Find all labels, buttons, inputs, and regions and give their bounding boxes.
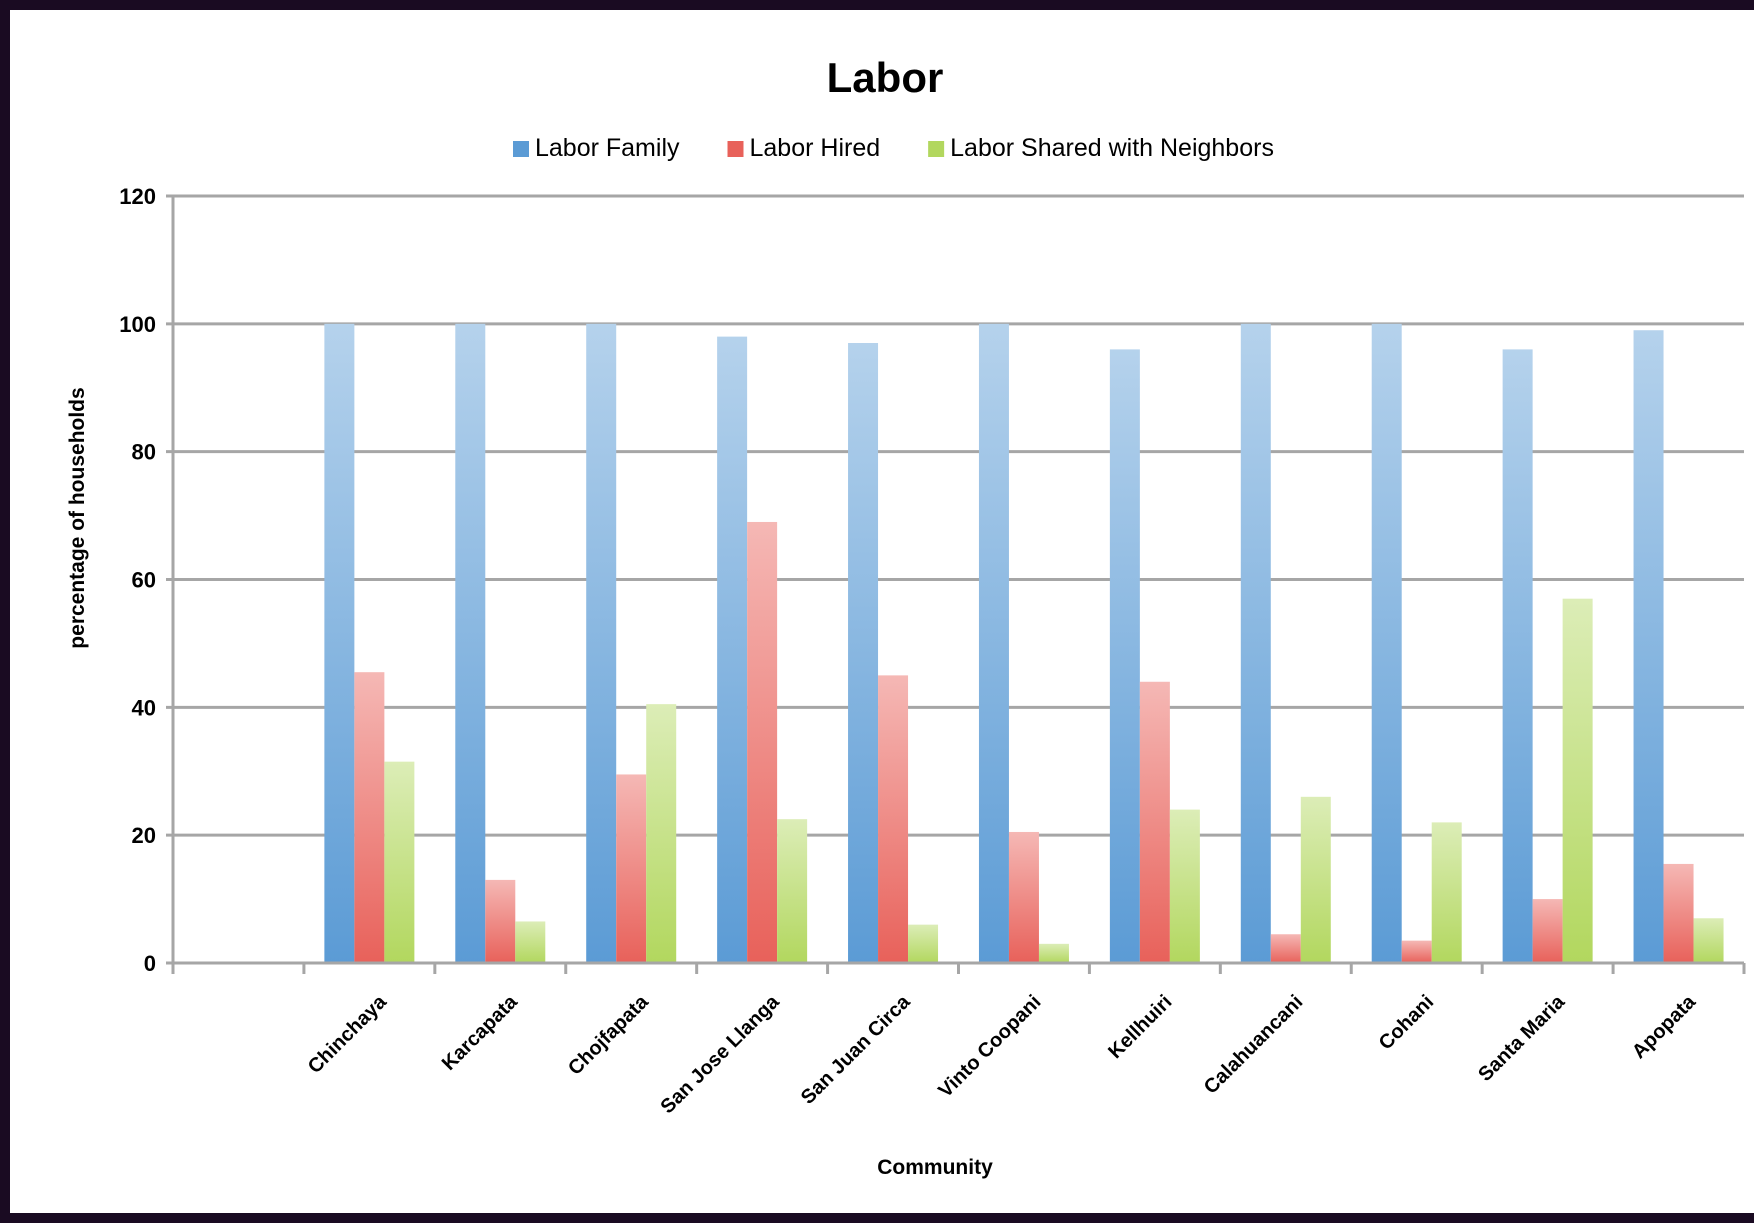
y-tick-label-100: 100 [119,312,156,337]
bar-labor-family-san-jose-llanga [717,336,748,963]
chart-title: Labor [827,54,944,101]
bar-labor-family-cohani [1371,323,1402,963]
legend-swatch-labor-hired [727,141,744,157]
y-tick-label-20: 20 [132,823,156,848]
bar-labor-family-karcapata [455,323,486,963]
legend-label-labor-shared-with-neighbors: Labor Shared with Neighbors [950,134,1274,162]
x-axis-title: Community [877,1156,993,1179]
bar-labor-family-vinto-coopani [978,323,1009,963]
bar-labor-shared-with-neighbors-chojfapata [646,704,677,963]
bar-labor-hired-san-juan-circa [878,675,909,963]
bar-labor-family-chinchaya [324,323,355,963]
bar-labor-hired-karcapata [485,879,516,963]
bar-labor-hired-chinchaya [354,672,385,963]
x-tick-label-san-juan-circa: San Juan Circa [797,990,915,1108]
bar-labor-shared-with-neighbors-vinto-coopani [1038,943,1069,963]
y-tick-label-60: 60 [132,568,156,593]
bar-labor-hired-santa-maria [1532,899,1563,963]
bar-labor-family-apopata [1633,330,1664,964]
x-tick-label-vinto-coopani: Vinto Coopani [934,991,1045,1102]
y-tick-label-0: 0 [144,951,156,976]
bar-labor-shared-with-neighbors-san-jose-llanga [777,819,808,963]
y-tick-label-80: 80 [132,440,156,465]
bar-labor-shared-with-neighbors-calahuancani [1300,796,1331,963]
bar-labor-shared-with-neighbors-kellhuiri [1169,809,1200,963]
x-tick-label-san-jose-llanga: San Jose Llanga [656,990,784,1118]
y-tick-label-120: 120 [119,184,156,209]
bar-labor-hired-chojfapata [616,774,647,963]
bar-labor-shared-with-neighbors-apopata [1693,918,1724,963]
x-tick-label-chojfapata: Chojfapata [564,990,653,1079]
chart-frame: 0 20 40 60 80 100 120 Chinchaya Karcapata Chojfap… [10,10,1754,1213]
bar-labor-hired-kellhuiri [1139,681,1170,963]
bar-labor-family-chojfapata [586,323,617,963]
bar-labor-shared-with-neighbors-cohani [1431,822,1462,963]
x-tick-label-calahuancani: Calahuancani [1200,991,1308,1099]
x-tick-label-chinchaya: Chinchaya [304,990,392,1078]
x-tick-label-apopata: Apopata [1628,990,1701,1063]
bar-labor-hired-vinto-coopani [1008,831,1039,963]
legend-label-labor-family: Labor Family [535,134,680,162]
bar-labor-hired-calahuancani [1270,934,1301,963]
x-tick-label-karcapata: Karcapata [438,990,523,1075]
bar-labor-hired-san-jose-llanga [747,521,778,963]
legend-label-labor-hired: Labor Hired [750,134,881,162]
bar-labor-shared-with-neighbors-chinchaya [384,761,415,963]
y-tick-label-40: 40 [132,695,156,720]
x-tick-label-santa-maria: Santa Maria [1474,990,1570,1086]
x-tick-label-cohani: Cohani [1375,991,1438,1054]
bar-labor-shared-with-neighbors-san-juan-circa [908,924,939,963]
labor-bar-chart: 0 20 40 60 80 100 120 Chinchaya Karcapata Chojfap… [66,54,1746,1179]
legend-swatch-labor-family [513,141,529,157]
bar-labor-shared-with-neighbors-santa-maria [1562,598,1593,963]
bar-labor-shared-with-neighbors-karcapata [515,921,546,963]
y-axis-title: percentage of households [66,387,89,648]
bar-labor-family-san-juan-circa [848,343,879,964]
bar-labor-hired-cohani [1401,940,1432,963]
legend-swatch-labor-shared-with-neighbors [928,141,945,157]
bar-labor-hired-apopata [1663,863,1694,963]
x-tick-label-kellhuiri: Kellhuiri [1104,991,1176,1063]
bar-labor-family-calahuancani [1240,323,1271,963]
bar-labor-family-kellhuiri [1109,349,1140,963]
bar-labor-family-santa-maria [1502,349,1533,963]
